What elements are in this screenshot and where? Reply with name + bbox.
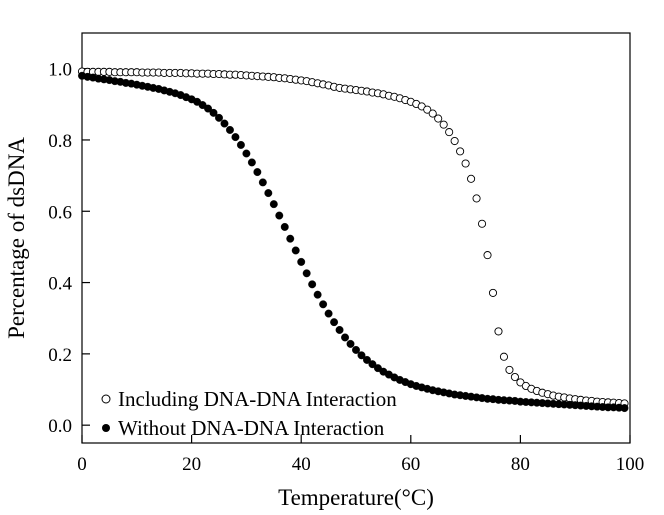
open-circle-point [450,136,459,146]
filled-circle-point [341,333,349,342]
filled-circle-point [352,346,360,354]
filled-circle-point [302,269,311,278]
filled-circle-point [247,158,256,167]
legend: Including DNA-DNA Interaction Without DN… [101,387,397,440]
filled-circle-point [330,318,339,327]
open-circle-point [439,120,448,129]
filled-circle-point [313,290,322,299]
y-tick-label: 0.8 [48,131,72,152]
open-circle-point [472,194,481,203]
x-tick-label: 100 [616,454,645,475]
y-axis-label: Percentage of dsDNA [4,137,29,339]
y-tick-label: 0.2 [48,345,72,366]
open-circle-point [423,105,432,114]
open-circle-point [456,147,465,156]
filled-circle-point [209,108,218,117]
open-circle-point [499,352,509,361]
open-circle-point [428,109,437,118]
filled-circle-point [215,113,223,122]
filled-circle-point [269,200,278,209]
filled-circle-point [286,234,295,243]
open-circle-point [461,159,470,168]
filled-circle-point [253,168,262,176]
filled-circle-point [264,189,273,198]
filled-circle-point [291,246,300,255]
x-tick-label: 60 [401,454,420,475]
x-axis-ticks: 0 20 40 60 80 100 [77,435,644,475]
open-circle-point [494,327,503,336]
filled-circle-point [368,360,377,369]
open-circle-point [477,219,487,228]
open-circle-point [483,251,492,260]
filled-circle-point [280,222,289,231]
x-tick-label: 40 [292,454,311,475]
x-axis-label: Temperature(°C) [278,485,434,510]
filled-circle-point [220,119,229,128]
filled-circle-point [308,280,317,289]
open-circle-point [510,372,519,382]
filled-circle-point [275,211,284,220]
legend-label-including: Including DNA-DNA Interaction [118,387,397,411]
filled-circle-point [346,339,355,348]
filled-circle-point [236,140,245,149]
series-including-interaction [77,67,629,408]
filled-circle-point [324,309,333,318]
open-circle-point [467,174,476,183]
y-tick-label: 1.0 [48,60,72,81]
filled-circle-point [363,355,371,364]
y-tick-label: 0.0 [48,416,72,437]
open-circle-point [488,288,498,297]
filled-circle-point [204,104,212,113]
filled-circle-point [297,257,306,266]
open-circle-point [434,114,443,123]
x-tick-label: 80 [511,454,530,475]
y-axis-ticks: 0.0 0.2 0.4 0.6 0.8 1.0 [48,60,90,437]
data-series [77,67,629,413]
plot-frame [81,32,631,444]
filled-circle-point [231,133,240,142]
filled-circle-point [335,326,344,334]
legend-marker-including [101,394,111,404]
filled-circle-point [620,404,629,413]
filled-circle-point [319,300,328,309]
filled-circle-point [258,178,267,187]
filled-circle-point [357,351,366,360]
y-tick-label: 0.4 [48,274,72,295]
open-circle-point [445,128,454,137]
y-tick-label: 0.6 [48,202,72,223]
x-tick-label: 20 [182,454,201,475]
filled-circle-point [242,149,251,158]
legend-label-without: Without DNA-DNA Interaction [118,416,385,440]
filled-circle-point [226,126,234,134]
legend-marker-without [102,424,110,432]
open-circle-point [505,365,514,374]
series-without-interaction [78,71,629,413]
x-tick-label: 0 [77,454,87,475]
